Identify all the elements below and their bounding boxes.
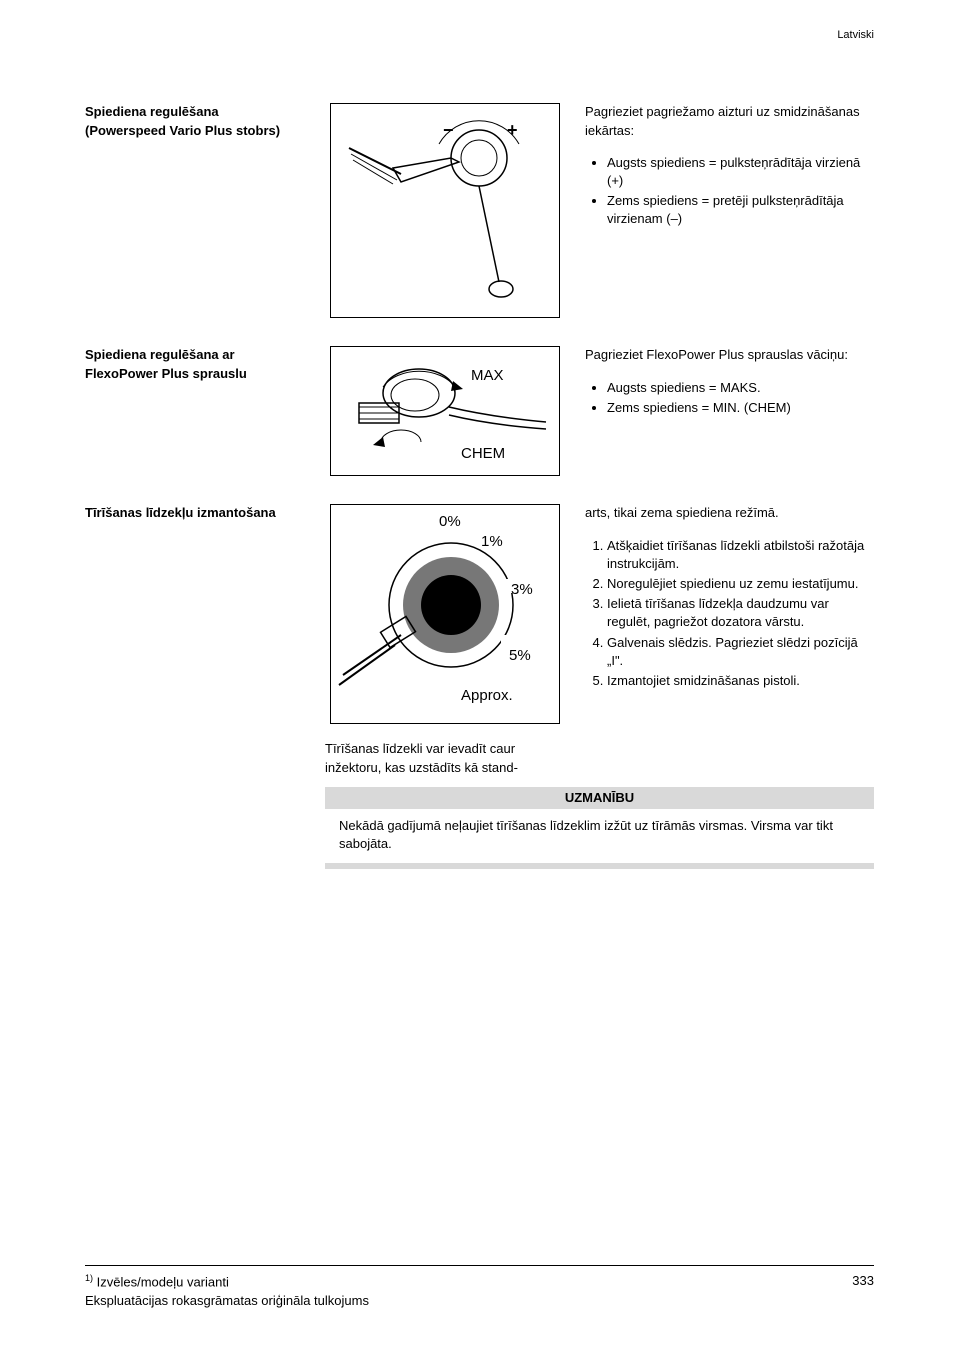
step-item: Izmantojiet smidzināšanas pistoli. [607, 672, 874, 690]
section1-heading: Spiediena regulēšana (Powerspeed Vario P… [85, 103, 305, 139]
step-item: Galvenais slēdzis. Pagrieziet slēdzi poz… [607, 634, 874, 670]
step-item: Noregulējiet spiedienu uz zemu iestatīju… [607, 575, 874, 593]
svg-text:+: + [507, 120, 518, 140]
section1-intro: Pagrieziet pagriežamo aizturi uz smidzin… [585, 103, 874, 139]
footnote-line2: Ekspluatācijas rokasgrāmatas oriģināla t… [85, 1292, 369, 1310]
section3-below-para: Tīrīšanas līdzekli var ievadīt caur inže… [325, 740, 565, 776]
label-5pct: 5% [509, 645, 531, 666]
heading-line2: FlexoPower Plus sprauslu [85, 365, 305, 383]
heading-line2: (Powerspeed Vario Plus stobrs) [85, 122, 305, 140]
label-3pct: 3% [511, 579, 533, 600]
svg-text:−: − [443, 120, 454, 140]
section3-text: arts, tikai zema spiediena režīmā. Atšķa… [585, 504, 874, 692]
section2-intro: Pagrieziet FlexoPower Plus sprauslas vāc… [585, 346, 874, 364]
heading-line1: Spiediena regulēšana ar [85, 346, 305, 364]
caution-block: UZMANĪBU Nekādā gadījumā neļaujiet tīrīš… [325, 787, 874, 870]
label-chem: CHEM [461, 443, 505, 464]
bullet-item: Zems spiediens = MIN. (CHEM) [607, 399, 874, 417]
label-max: MAX [471, 365, 504, 386]
heading-line: Tīrīšanas līdzekļu izmantošana [85, 504, 305, 522]
label-approx: Approx. [461, 685, 513, 706]
section2-figure: MAX CHEM [325, 346, 565, 476]
detergent-diagram: 0% 1% 3% 5% Approx. [330, 504, 560, 724]
footnote-sup: 1) [85, 1273, 93, 1283]
footer-left: 1) Izvēles/modeļu varianti Ekspluatācija… [85, 1272, 369, 1310]
bullet-item: Augsts spiediens = pulksteņrādītāja virz… [607, 154, 874, 190]
page-footer: 1) Izvēles/modeļu varianti Ekspluatācija… [85, 1265, 874, 1310]
section-detergent: Tīrīšanas līdzekļu izmantošana 0% 1% 3% … [85, 504, 874, 776]
section2-text: Pagrieziet FlexoPower Plus sprauslas vāc… [585, 346, 874, 419]
page-number: 333 [852, 1272, 874, 1290]
section-pressure-flexopower: Spiediena regulēšana ar FlexoPower Plus … [85, 346, 874, 476]
bullet-item: Augsts spiediens = MAKS. [607, 379, 874, 397]
section3-figure: 0% 1% 3% 5% Approx. Tīrīšanas līdzekli v… [325, 504, 565, 776]
step-item: Ielietā tīrīšanas līdzekļa daudzumu var … [607, 595, 874, 631]
language-header: Latviski [85, 28, 874, 43]
bullet-item: Zems spiediens = pretēji pulksteņrādītāj… [607, 192, 874, 228]
section2-bullets: Augsts spiediens = MAKS. Zems spiediens … [585, 379, 874, 417]
flexopower-diagram: MAX CHEM [330, 346, 560, 476]
section3-cont: arts, tikai zema spiediena režīmā. [585, 504, 874, 522]
caution-body: Nekādā gadījumā neļaujiet tīrīšanas līdz… [325, 809, 874, 869]
label-0pct: 0% [439, 511, 461, 532]
section-pressure-powerspeed: Spiediena regulēšana (Powerspeed Vario P… [85, 103, 874, 318]
caution-title: UZMANĪBU [325, 787, 874, 809]
label-1pct: 1% [481, 531, 503, 552]
section3-steps: Atšķaidiet tīrīšanas līdzekli atbilstoši… [585, 537, 874, 691]
section1-bullets: Augsts spiediens = pulksteņrādītāja virz… [585, 154, 874, 229]
heading-line1: Spiediena regulēšana [85, 103, 305, 121]
section1-text: Pagrieziet pagriežamo aizturi uz smidzin… [585, 103, 874, 230]
footnote-line1: 1) Izvēles/modeļu varianti [85, 1272, 369, 1292]
section1-figure: − + [325, 103, 565, 318]
section2-heading: Spiediena regulēšana ar FlexoPower Plus … [85, 346, 305, 382]
footnote-text: Izvēles/modeļu varianti [93, 1275, 229, 1290]
step-item: Atšķaidiet tīrīšanas līdzekli atbilstoši… [607, 537, 874, 573]
section3-heading: Tīrīšanas līdzekļu izmantošana [85, 504, 305, 522]
powerspeed-diagram: − + [330, 103, 560, 318]
